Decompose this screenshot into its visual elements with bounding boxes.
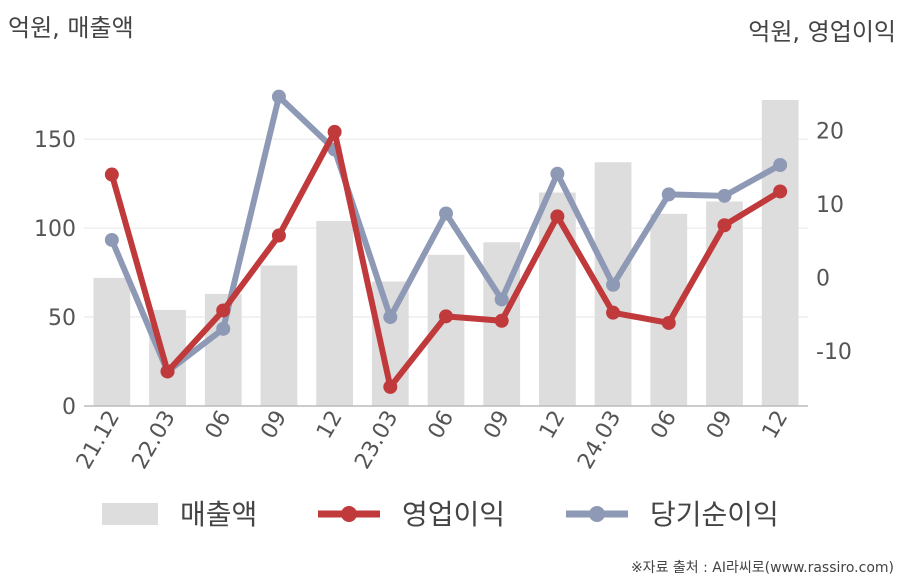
point-net-income-12 bbox=[773, 157, 788, 172]
right-axis-unit: 억원, 영업이익 bbox=[748, 18, 896, 46]
x-tick-label: 12 bbox=[758, 407, 794, 444]
legend-marker-net-income bbox=[589, 506, 605, 522]
point-net-income-10 bbox=[661, 187, 676, 202]
bar-revenue-11 bbox=[706, 201, 743, 406]
legend-label-operating-profit: 영업이익 bbox=[402, 498, 505, 531]
right-axis-ticks: -10 0 10 20 bbox=[816, 119, 852, 364]
left-axis-unit: 억원, 매출액 bbox=[8, 14, 134, 42]
point-net-income-0 bbox=[104, 232, 119, 247]
x-tick-label: 09 bbox=[479, 407, 515, 444]
point-operating-profit-3 bbox=[271, 228, 286, 243]
bar-revenue-8 bbox=[539, 192, 576, 406]
x-tick-label: 22.03 bbox=[128, 407, 181, 474]
right-tick-label: 20 bbox=[816, 119, 844, 144]
bar-revenue-4 bbox=[316, 220, 353, 406]
x-tick-label: 06 bbox=[424, 407, 460, 444]
point-operating-profit-8 bbox=[550, 209, 565, 224]
line-series-group bbox=[104, 89, 788, 394]
point-net-income-7 bbox=[494, 292, 509, 307]
x-tick-label: 23.03 bbox=[350, 407, 403, 474]
point-net-income-8 bbox=[550, 166, 565, 181]
point-net-income-3 bbox=[271, 89, 286, 104]
legend: 매출액 영업이익 당기순이익 bbox=[102, 498, 779, 531]
point-operating-profit-0 bbox=[104, 167, 119, 182]
bar-series-revenue bbox=[93, 100, 799, 406]
right-tick-label: 10 bbox=[816, 193, 844, 218]
point-operating-profit-2 bbox=[216, 303, 231, 318]
point-operating-profit-11 bbox=[717, 218, 732, 233]
point-operating-profit-12 bbox=[773, 184, 788, 199]
point-operating-profit-9 bbox=[606, 305, 621, 320]
x-tick-label: 09 bbox=[256, 407, 292, 444]
bar-revenue-12 bbox=[761, 100, 799, 406]
point-net-income-9 bbox=[606, 277, 621, 292]
point-operating-profit-10 bbox=[661, 315, 676, 330]
x-tick-label: 12 bbox=[535, 407, 571, 444]
left-tick-label: 50 bbox=[48, 306, 76, 331]
x-tick-label: 12 bbox=[312, 407, 348, 444]
point-net-income-6 bbox=[439, 206, 453, 221]
right-tick-label: 0 bbox=[816, 266, 830, 291]
point-operating-profit-5 bbox=[383, 379, 398, 394]
point-operating-profit-4 bbox=[327, 124, 342, 139]
bar-revenue-10 bbox=[650, 213, 688, 406]
left-axis-ticks: 0 50 100 150 bbox=[34, 128, 76, 420]
point-net-income-5 bbox=[383, 310, 398, 325]
bar-revenue-3 bbox=[260, 265, 298, 406]
source-note: ※자료 출처 : AI라씨로(www.rassiro.com) bbox=[631, 560, 894, 576]
x-tick-label: 06 bbox=[201, 407, 237, 444]
point-operating-profit-6 bbox=[439, 309, 453, 324]
point-net-income-2 bbox=[216, 321, 231, 336]
legend-label-revenue: 매출액 bbox=[180, 498, 257, 531]
left-tick-label: 100 bbox=[34, 217, 76, 242]
x-tick-label: 24.03 bbox=[573, 407, 626, 474]
x-tick-label: 21.12 bbox=[72, 407, 125, 474]
point-operating-profit-1 bbox=[160, 364, 175, 379]
x-tick-label: 09 bbox=[702, 407, 738, 444]
x-axis-ticks: 21.12 22.03 06 09 12 23.03 06 09 12 24.03 06 09 12 bbox=[72, 407, 793, 474]
x-tick-label: 06 bbox=[646, 407, 682, 444]
bar-revenue-0 bbox=[93, 277, 131, 406]
legend-swatch-revenue bbox=[102, 503, 158, 525]
left-tick-label: 0 bbox=[62, 395, 76, 420]
legend-marker-operating-profit bbox=[341, 506, 357, 522]
legend-label-net-income: 당기순이익 bbox=[650, 498, 779, 531]
point-operating-profit-7 bbox=[494, 313, 509, 328]
point-net-income-11 bbox=[717, 188, 732, 203]
left-tick-label: 150 bbox=[34, 128, 76, 153]
right-tick-label: -10 bbox=[816, 340, 852, 365]
